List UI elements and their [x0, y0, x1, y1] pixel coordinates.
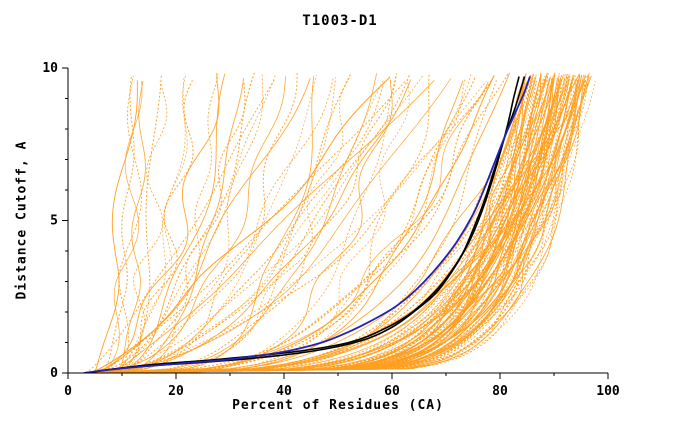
tick-marks — [62, 67, 609, 379]
svg-text:80: 80 — [492, 384, 508, 399]
svg-text:0: 0 — [50, 366, 58, 381]
chart-title: T1003-D1 — [302, 13, 378, 29]
y-axis-label: Distance Cutoff, A — [14, 140, 30, 300]
svg-text:20: 20 — [168, 384, 184, 399]
background-model-curves — [84, 72, 596, 373]
svg-text:60: 60 — [384, 384, 400, 399]
tick-labels: 0 20 40 60 80 100 0 5 10 — [42, 61, 620, 399]
svg-text:10: 10 — [42, 61, 58, 76]
highlighted-model-curves — [83, 76, 531, 373]
x-axis-label: Percent of Residues (CA) — [232, 398, 444, 413]
svg-text:100: 100 — [596, 384, 620, 399]
svg-text:5: 5 — [50, 214, 58, 229]
svg-text:0: 0 — [64, 384, 72, 399]
svg-text:40: 40 — [276, 384, 292, 399]
highlight-blue — [83, 76, 531, 373]
